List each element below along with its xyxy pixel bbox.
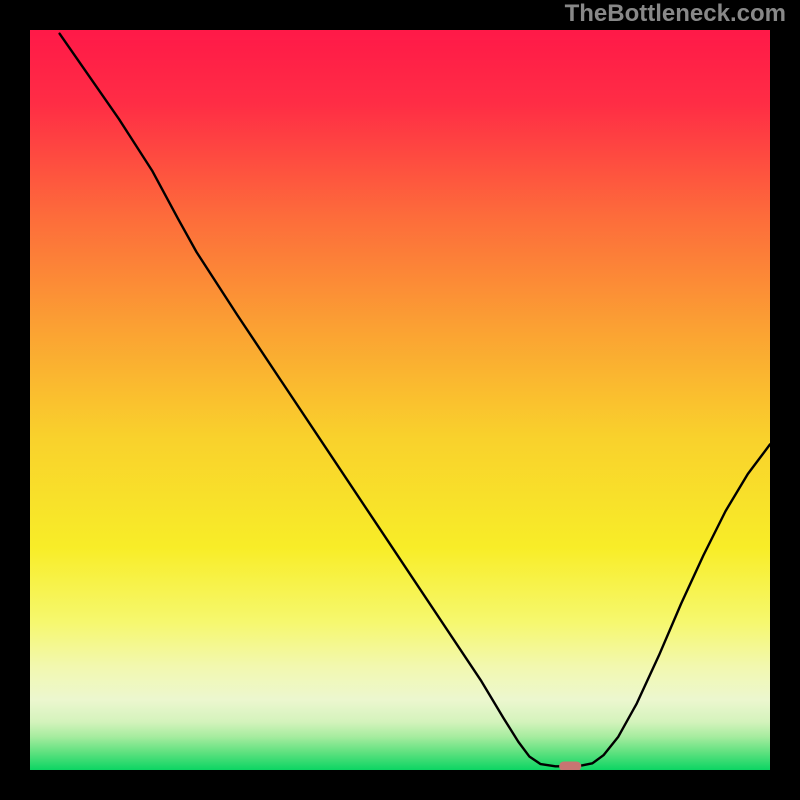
watermark-text: TheBottleneck.com xyxy=(565,0,786,28)
gradient-background xyxy=(30,30,770,770)
optimal-point-marker xyxy=(559,761,581,770)
bottleneck-curve-plot xyxy=(30,30,770,770)
chart-container: { "watermark": { "text": "TheBottleneck.… xyxy=(0,0,800,800)
